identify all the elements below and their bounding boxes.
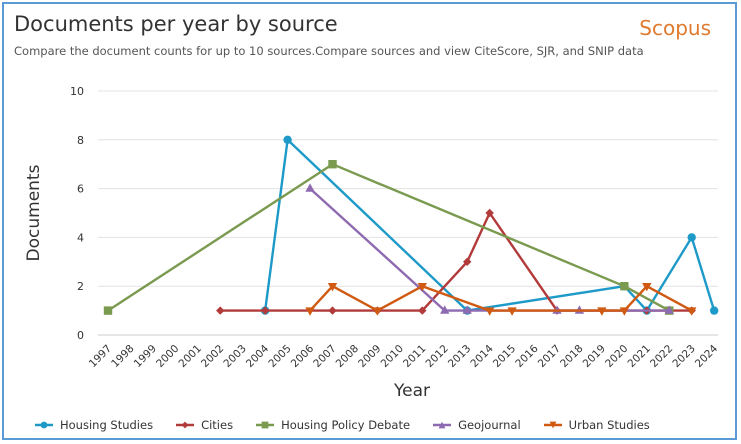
data-point-urban-studies	[597, 307, 607, 316]
legend-item-housing-policy-debate[interactable]: Housing Policy Debate	[255, 418, 410, 432]
y-tick-label: 8	[77, 134, 84, 147]
data-point-cities	[463, 257, 472, 266]
data-point-cities	[328, 306, 337, 315]
legend-swatch-urban-studies	[543, 421, 562, 429]
x-tick-label: 2021	[626, 343, 653, 370]
data-point-housing-policy-debate	[328, 160, 337, 169]
x-tick-label: 2024	[693, 342, 721, 370]
data-point-geojournal	[664, 305, 674, 314]
series-line-urban-studies	[309, 285, 693, 312]
legend-swatch-housing-studies	[35, 421, 53, 429]
x-tick-label: 2022	[648, 343, 675, 370]
data-point-cities	[418, 306, 427, 315]
x-tick-label: 2008	[334, 343, 361, 370]
x-tick-label: 2017	[536, 343, 563, 370]
data-point-housing-studies	[709, 306, 719, 315]
x-tick-label: 2001	[177, 343, 204, 370]
data-point-urban-studies	[305, 307, 315, 316]
y-tick-label: 0	[77, 329, 84, 342]
x-tick-label: 2023	[670, 343, 697, 370]
y-tick-label: 10	[70, 85, 84, 98]
x-tick-label: 2004	[244, 342, 272, 370]
scopus-logo: Scopus	[639, 16, 711, 40]
y-tick-label: 2	[77, 280, 84, 293]
legend-swatch-cities	[176, 421, 195, 429]
legend-label-cities: Cities	[201, 418, 234, 432]
data-point-urban-studies	[687, 307, 697, 316]
x-tick-label: 2011	[401, 343, 428, 370]
series-line-cities	[220, 211, 692, 312]
data-point-urban-studies	[507, 307, 517, 316]
data-point-geojournal	[305, 183, 315, 192]
x-tick-label: 2009	[356, 343, 383, 370]
x-tick-label: 2015	[491, 343, 518, 370]
legend-label-urban-studies: Urban Studies	[568, 418, 650, 432]
data-point-cities	[260, 306, 270, 315]
x-tick-label: 2013	[446, 343, 473, 370]
data-point-urban-studies	[372, 307, 383, 316]
y-axis-label: Documents	[24, 164, 44, 261]
legend-label-housing-policy-debate: Housing Policy Debate	[281, 418, 411, 432]
series-line-housing-policy-debate	[107, 162, 670, 312]
data-point-housing-studies	[283, 135, 292, 144]
y-tick-label: 4	[77, 231, 84, 244]
data-point-geojournal	[462, 305, 472, 314]
data-point-urban-studies	[327, 283, 338, 292]
chart-legend: Housing Studies Cities Housing Policy Deba…	[34, 418, 650, 432]
legend-swatch-geojournal	[433, 421, 452, 429]
x-tick-label: 2007	[311, 343, 338, 370]
data-point-urban-studies	[619, 307, 630, 316]
legend-label-geojournal: Geojournal	[458, 418, 521, 432]
data-point-housing-policy-debate	[620, 282, 629, 291]
x-tick-label: 2000	[154, 343, 181, 370]
x-axis-label: Year	[393, 381, 430, 401]
legend-item-geojournal[interactable]: Geojournal	[432, 418, 521, 432]
data-point-geojournal	[440, 305, 450, 314]
x-tick-label: 2006	[289, 342, 317, 370]
data-point-urban-studies	[484, 307, 495, 316]
data-point-urban-studies	[417, 283, 427, 292]
x-tick-label: 2018	[558, 343, 585, 370]
x-tick-label: 1999	[132, 343, 159, 370]
x-tick-label: 2003	[221, 343, 248, 370]
page-title: Documents per year by source	[14, 12, 338, 36]
x-tick-label: 2016	[513, 342, 541, 370]
x-tick-label: 2014	[468, 342, 496, 370]
x-tick-label: 2019	[581, 343, 608, 370]
x-tick-label: 2012	[423, 343, 450, 370]
x-tick-label: 1997	[87, 343, 114, 370]
x-tick-label: 2020	[603, 343, 630, 370]
series-line-geojournal	[309, 187, 670, 312]
page-subtitle: Compare the document counts for up to 10…	[14, 44, 644, 58]
x-tick-label: 1998	[109, 343, 136, 370]
legend-label-housing-studies: Housing Studies	[60, 418, 154, 432]
legend-item-housing-studies[interactable]: Housing Studies	[34, 418, 153, 432]
legend-swatch-housing-policy-debate	[256, 421, 275, 429]
data-point-urban-studies	[642, 283, 652, 292]
data-point-housing-studies	[687, 233, 696, 242]
x-tick-label: 2010	[379, 343, 406, 370]
data-point-housing-policy-debate	[103, 306, 113, 315]
legend-item-cities[interactable]: Cities	[175, 418, 233, 432]
y-tick-label: 6	[77, 183, 84, 196]
data-point-cities	[485, 208, 494, 218]
x-tick-label: 2002	[199, 343, 226, 370]
data-point-cities	[216, 306, 225, 315]
chart-frame	[2, 2, 737, 440]
legend-item-urban-studies[interactable]: Urban Studies	[543, 418, 650, 432]
x-tick-label: 2005	[266, 343, 293, 370]
